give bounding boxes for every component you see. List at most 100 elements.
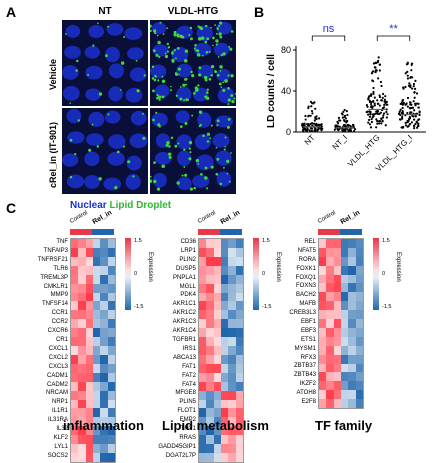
nucleus — [131, 111, 147, 126]
data-point — [314, 127, 316, 129]
lipid-droplet — [206, 51, 209, 54]
heatmap-cell — [334, 372, 341, 381]
lipid-droplet — [205, 167, 208, 170]
lipid-droplet — [195, 86, 198, 89]
data-point — [407, 63, 409, 65]
heatmap-title: inflammation — [63, 418, 144, 433]
heatmap-cell — [228, 364, 235, 373]
lipid-droplet — [217, 74, 220, 77]
lipid-droplet — [191, 115, 193, 117]
heatmap-cell — [236, 364, 243, 373]
data-point — [400, 109, 402, 111]
data-point — [367, 122, 369, 124]
heatmap-cell — [214, 248, 221, 257]
micrograph-nt-crel — [62, 108, 148, 194]
lipid-droplet — [210, 27, 212, 29]
heatmap-cell — [228, 391, 235, 400]
lipid-droplet — [224, 149, 226, 151]
heatmap-cell — [206, 355, 213, 364]
data-point — [374, 67, 376, 69]
heatmap-cell — [199, 319, 206, 328]
y-tick-label: 80 — [281, 45, 291, 55]
data-point — [344, 115, 346, 117]
heatmap-cell — [236, 355, 243, 364]
lipid-droplet — [166, 27, 168, 29]
nucleus — [176, 64, 192, 78]
heatmap-cell — [86, 301, 93, 310]
heatmap-cell — [341, 372, 348, 381]
lipid-droplet — [179, 98, 182, 101]
heatmap-cell — [71, 328, 78, 337]
heatmap-cell — [214, 257, 221, 266]
color-scale-tick: -1.5 — [382, 304, 391, 310]
heatmap-cell — [93, 301, 100, 310]
heatmap-cell — [78, 444, 85, 453]
heatmap-cell — [93, 364, 100, 373]
lipid-droplet — [230, 152, 232, 154]
data-point — [379, 104, 381, 106]
lipid-droplet — [204, 95, 207, 98]
heatmap-cell — [356, 328, 363, 337]
heatmap-cell — [100, 301, 107, 310]
heatmap-cell — [228, 310, 235, 319]
heatmap-cell — [214, 337, 221, 346]
data-point — [338, 117, 340, 119]
heatmap-cell — [86, 293, 93, 302]
data-point — [377, 103, 379, 105]
lipid-droplet — [167, 43, 169, 45]
heatmap-cell — [319, 328, 326, 337]
gene-label: CMKLR1 — [38, 283, 68, 292]
heatmap-cell — [236, 382, 243, 391]
heatmap-cell — [221, 301, 228, 310]
heatmap-cell — [100, 319, 107, 328]
nucleus — [130, 133, 148, 148]
gene-label: MFGE8 — [158, 389, 196, 398]
lipid-droplet — [185, 84, 187, 86]
lipid-droplet — [183, 149, 185, 151]
color-scale-tick: 1.5 — [262, 238, 270, 244]
heatmap-cell — [228, 400, 235, 409]
nucleus — [62, 65, 79, 80]
data-point — [413, 125, 415, 127]
heatmap-cell — [93, 284, 100, 293]
heatmap-cell — [236, 239, 243, 248]
data-point — [310, 127, 312, 129]
lipid-droplet — [170, 89, 172, 91]
lipid-droplet — [152, 89, 155, 92]
lipid-droplet — [205, 25, 207, 27]
heatmap-cell — [341, 399, 348, 408]
heatmap-cell — [214, 301, 221, 310]
heatmap-cell — [326, 310, 333, 319]
heatmap-cell — [326, 319, 333, 328]
heatmap-cell — [319, 390, 326, 399]
heatmap-cell — [93, 355, 100, 364]
heatmap-cell — [319, 257, 326, 266]
lipid-droplet — [229, 181, 231, 183]
data-point — [343, 125, 345, 127]
legend-lipid-droplet: Lipid Droplet — [109, 200, 171, 211]
color-scale-tick: 1.5 — [134, 238, 142, 244]
gene-label: FOXQ1 — [289, 274, 316, 283]
lipid-droplet — [87, 74, 89, 76]
heatmap-cell — [319, 275, 326, 284]
heatmap-cell — [228, 444, 235, 453]
data-point — [378, 120, 380, 122]
data-point — [416, 102, 418, 104]
data-point — [312, 102, 314, 104]
lipid-droplet — [190, 188, 193, 191]
lipid-droplet — [70, 176, 72, 178]
lipid-droplet — [202, 134, 205, 137]
data-point — [380, 85, 382, 87]
heatmap-cell — [228, 408, 235, 417]
heatmap-cell — [100, 293, 107, 302]
heatmap-cell — [71, 364, 78, 373]
lipid-droplet — [150, 179, 152, 183]
heatmap-cell — [206, 373, 213, 382]
heatmap-cell — [348, 239, 355, 248]
lipid-droplet — [158, 56, 160, 58]
lipid-droplet — [230, 74, 233, 77]
heatmap-cell — [214, 408, 221, 417]
nucleus — [66, 25, 80, 38]
data-point — [371, 121, 373, 123]
lipid-droplet — [184, 174, 187, 177]
